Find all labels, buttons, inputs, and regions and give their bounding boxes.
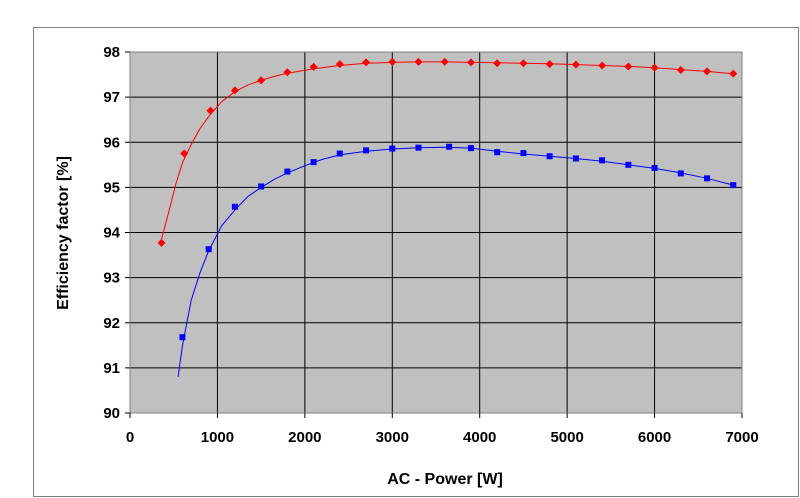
series-1-point bbox=[335, 60, 344, 69]
series-1-point bbox=[257, 76, 266, 85]
y-axis-ticks: 90 91 92 93 94 95 96 97 98 bbox=[103, 44, 130, 422]
series-1-point bbox=[283, 68, 292, 77]
series-2-point bbox=[446, 143, 453, 150]
series-1-point bbox=[388, 57, 397, 66]
series-2-point bbox=[363, 147, 370, 154]
series-2-point bbox=[179, 334, 186, 341]
series-1-point bbox=[545, 60, 554, 69]
series-2-point bbox=[704, 175, 711, 182]
x-tick-label: 5000 bbox=[550, 429, 583, 446]
series-1-point bbox=[157, 238, 166, 247]
series-1-point bbox=[493, 59, 502, 68]
x-tick-label: 1000 bbox=[201, 429, 234, 446]
series-1-point bbox=[703, 67, 712, 76]
x-axis-label: AC - Power [W] bbox=[387, 471, 503, 488]
series-1-point bbox=[414, 57, 423, 66]
series-markers bbox=[157, 57, 738, 341]
series-1-point bbox=[309, 62, 318, 71]
x-tick-label: 2000 bbox=[288, 429, 321, 446]
series-2-point bbox=[599, 157, 606, 164]
series-1-point bbox=[571, 60, 580, 69]
x-tick-label: 6000 bbox=[638, 429, 671, 446]
series-2-point bbox=[546, 153, 553, 160]
series-2-point bbox=[494, 149, 501, 156]
series-1-point bbox=[230, 86, 239, 95]
y-axis-label: Efficiency factor [%] bbox=[55, 156, 72, 310]
y-tick-label: 93 bbox=[103, 270, 120, 287]
series-1-curve bbox=[161, 61, 734, 240]
y-tick-label: 91 bbox=[103, 360, 120, 377]
y-tick-label: 95 bbox=[103, 179, 120, 196]
series-2-point bbox=[572, 155, 579, 162]
series-2-point bbox=[389, 145, 396, 152]
series-2-point bbox=[415, 144, 422, 151]
x-tick-label: 3000 bbox=[376, 429, 409, 446]
series-2-point bbox=[520, 150, 527, 157]
y-tick-label: 94 bbox=[103, 225, 120, 242]
series-1-point bbox=[729, 69, 738, 78]
y-tick-label: 96 bbox=[103, 134, 120, 151]
grid-lines bbox=[129, 51, 743, 414]
series-2-point bbox=[625, 161, 632, 168]
series-2-point bbox=[677, 170, 684, 177]
series-2-point bbox=[205, 246, 212, 253]
series-1-point bbox=[362, 58, 371, 67]
series-1-point bbox=[624, 62, 633, 71]
y-tick-label: 97 bbox=[103, 89, 120, 106]
series-2-point bbox=[284, 168, 291, 175]
series-2-point bbox=[730, 182, 737, 189]
x-tick-label: 7000 bbox=[725, 429, 758, 446]
series-2-point bbox=[651, 164, 658, 171]
y-tick-label: 92 bbox=[103, 315, 120, 332]
series-1-point bbox=[650, 63, 659, 72]
series-1-point bbox=[519, 59, 528, 68]
series-1-point bbox=[206, 106, 215, 115]
series-2-point bbox=[336, 150, 343, 157]
series-1-point bbox=[676, 66, 685, 75]
series-1-point bbox=[180, 149, 189, 158]
x-axis-ticks: 0 1000 2000 3000 4000 5000 6000 7000 bbox=[126, 413, 759, 446]
y-tick-label: 98 bbox=[103, 44, 120, 61]
series-2-point bbox=[310, 159, 317, 166]
x-tick-label: 4000 bbox=[463, 429, 496, 446]
series-1-point bbox=[598, 61, 607, 70]
y-tick-label: 90 bbox=[103, 405, 120, 422]
series-1-point bbox=[440, 57, 449, 66]
x-tick-label: 0 bbox=[126, 429, 134, 446]
series-2-point bbox=[231, 203, 238, 210]
series-1-point bbox=[466, 58, 475, 67]
series-2-point bbox=[258, 183, 265, 190]
series-2-point bbox=[467, 145, 474, 152]
